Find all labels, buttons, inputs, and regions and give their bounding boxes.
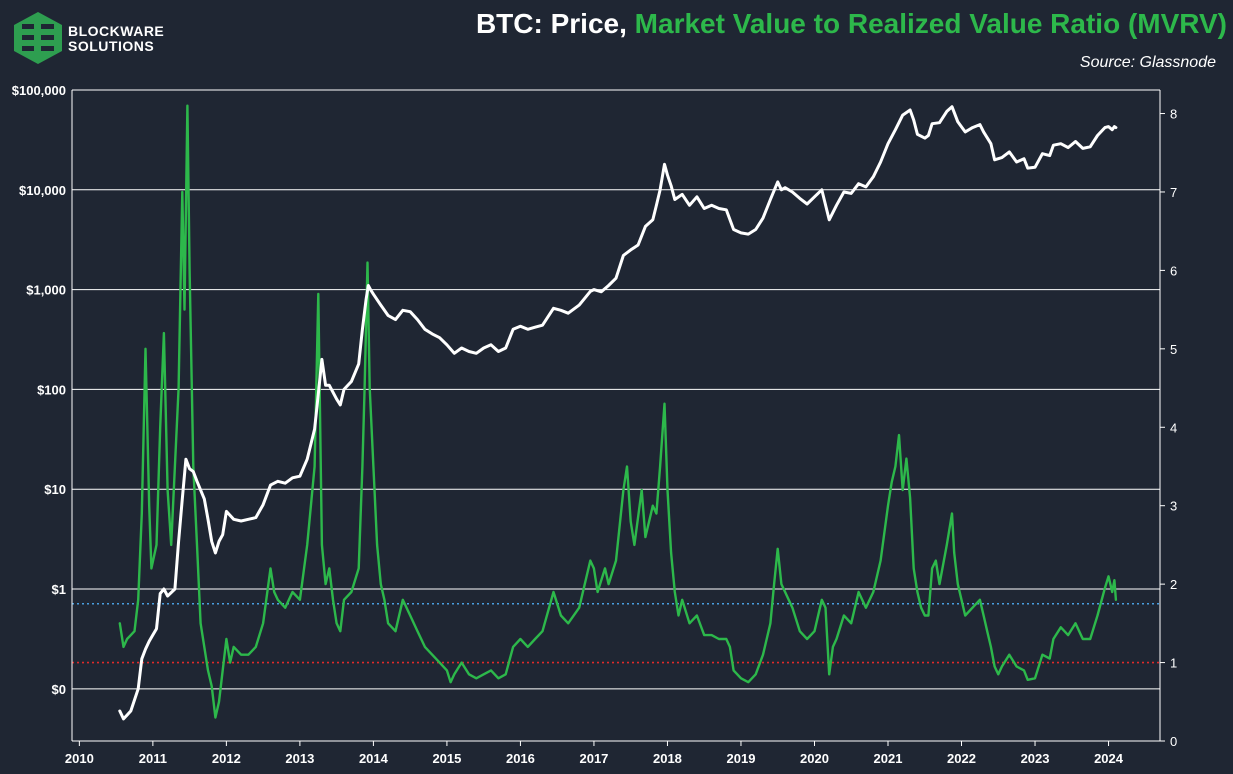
y-right-tick-label: 3 xyxy=(1170,499,1177,514)
x-tick-label: 2010 xyxy=(65,751,94,766)
x-tick-label: 2022 xyxy=(947,751,976,766)
chart-title-accent: Market Value to Realized Value Ratio (MV… xyxy=(634,8,1227,39)
y-right-tick-label: 4 xyxy=(1170,420,1177,435)
y-left-tick-label: $10,000 xyxy=(19,183,66,198)
y-left-tick-label: $0 xyxy=(52,682,66,697)
y-right-tick-label: 1 xyxy=(1170,656,1177,671)
price-series-line xyxy=(118,105,1118,721)
logo-mark-bar xyxy=(41,46,54,51)
x-tick-label: 2018 xyxy=(653,751,682,766)
y-left-tick-label: $1 xyxy=(52,582,66,597)
logo-line-1: BLOCKWARE xyxy=(68,23,165,39)
chart-title: BTC: Price, Market Value to Realized Val… xyxy=(476,8,1227,40)
y-right-tick-label: 8 xyxy=(1170,107,1177,122)
logo-mark-bar xyxy=(22,24,34,29)
x-tick-label: 2015 xyxy=(432,751,461,766)
logo-mark-bar xyxy=(41,24,54,29)
x-tick-label: 2023 xyxy=(1021,751,1050,766)
y-left-tick-label: $10 xyxy=(44,482,66,497)
gridlines xyxy=(72,89,1160,690)
x-tick-label: 2013 xyxy=(285,751,314,766)
x-tick-label: 2011 xyxy=(139,751,167,766)
y-left-tick-label: $100 xyxy=(37,382,66,397)
logo-line-2: SOLUTIONS xyxy=(68,38,155,54)
logo-wordmark: BLOCKWARE SOLUTIONS xyxy=(68,24,164,54)
reference-lines xyxy=(72,602,1160,664)
blockware-logo xyxy=(14,12,62,64)
chart-title-prefix: BTC: Price, xyxy=(475,8,627,39)
chart-source: Source: Glassnode xyxy=(1079,54,1216,71)
x-tick-label: 2020 xyxy=(800,751,829,766)
x-tick-label: 2012 xyxy=(212,751,241,766)
y-right-tick-label: 0 xyxy=(1170,734,1177,749)
logo-mark-bar xyxy=(22,35,34,40)
x-tick-label: 2024 xyxy=(1094,751,1124,766)
series-layer xyxy=(118,104,1118,721)
axes xyxy=(71,90,1165,746)
x-tick-label: 2014 xyxy=(359,751,389,766)
y-right-tick-label: 6 xyxy=(1170,263,1177,278)
x-tick-label: 2017 xyxy=(579,751,608,766)
y-right-tick-label: 5 xyxy=(1170,342,1177,357)
y-left-tick-label: $1,000 xyxy=(26,283,66,298)
x-tick-label: 2019 xyxy=(727,751,756,766)
y-right-tick-label: 2 xyxy=(1170,577,1177,592)
mvrv-series-line xyxy=(118,104,1118,719)
logo-mark-bar xyxy=(41,35,54,40)
tick-labels: $0 $1 $10 $100 $1,000 $10,000 $100,000 2010 2011… xyxy=(12,83,1177,766)
y-right-tick-label: 7 xyxy=(1170,185,1177,200)
x-tick-label: 2016 xyxy=(506,751,535,766)
x-tick-label: 2021 xyxy=(874,751,903,766)
y-left-tick-label: $100,000 xyxy=(12,83,66,98)
logo-mark-bar xyxy=(22,46,34,51)
